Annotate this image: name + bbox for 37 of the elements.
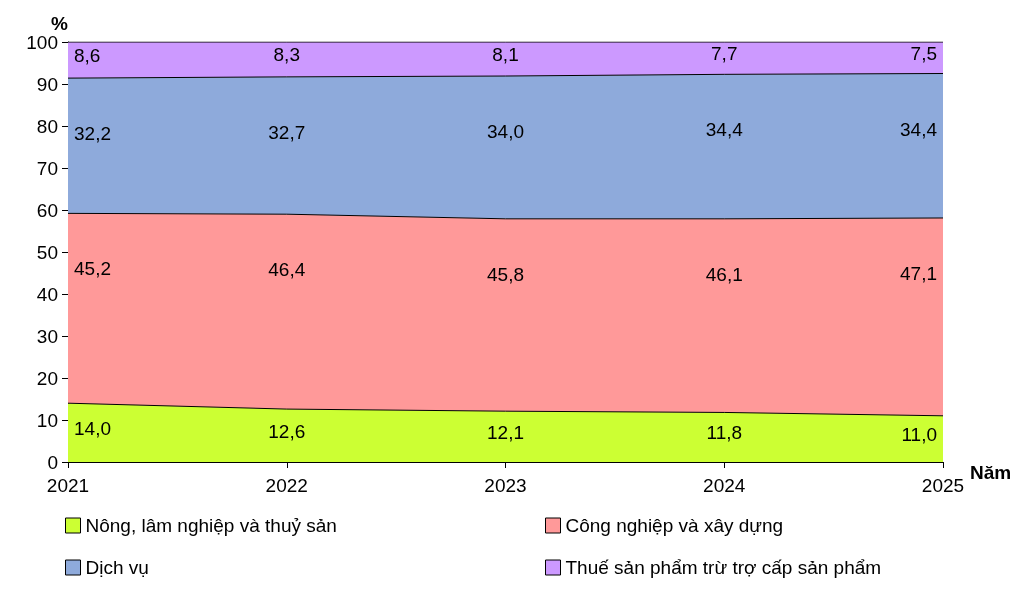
x-tick-label: 2025 xyxy=(921,475,965,496)
data-label: 34,4 xyxy=(900,118,938,140)
y-tick-label: 10 xyxy=(36,409,58,431)
data-label: 45,2 xyxy=(74,258,111,280)
y-tick-label: 20 xyxy=(36,367,58,389)
data-label: 8,1 xyxy=(492,44,519,66)
data-label: 46,1 xyxy=(705,263,743,285)
y-tick-label: 60 xyxy=(36,199,58,221)
data-label: 32,7 xyxy=(268,121,306,143)
data-label: 32,2 xyxy=(74,123,111,145)
x-tick-label: 2022 xyxy=(265,475,308,496)
legend-label: Thuế sản phẩm trừ trợ cấp sản phẩm xyxy=(565,557,882,578)
data-label: 47,1 xyxy=(900,262,937,284)
y-tick-label: 40 xyxy=(36,283,58,305)
y-axis-title: % xyxy=(51,12,69,34)
legend-label: Nông, lâm nghiệp và thuỷ sản xyxy=(85,515,337,536)
data-label: 45,8 xyxy=(487,263,524,285)
x-tick-label: 2023 xyxy=(484,475,527,496)
y-tick-label: 100 xyxy=(26,31,58,53)
data-label: 46,4 xyxy=(268,259,306,281)
y-tick-label: 80 xyxy=(36,115,58,137)
data-label: 8,3 xyxy=(273,44,300,66)
x-axis-title: Năm xyxy=(970,461,1012,483)
x-tick-label: 2021 xyxy=(46,475,90,496)
x-tick-label: 2024 xyxy=(703,475,746,496)
y-tick-label: 30 xyxy=(36,325,58,347)
data-label: 34,4 xyxy=(705,119,744,141)
data-label: 7,5 xyxy=(910,42,937,64)
data-label: 8,6 xyxy=(74,45,101,67)
y-tick-label: 70 xyxy=(36,157,58,179)
data-label: 7,7 xyxy=(711,43,738,65)
legend-label: Dịch vụ xyxy=(85,557,149,578)
y-tick-label: 90 xyxy=(36,73,58,95)
y-tick-label: 50 xyxy=(36,241,58,263)
y-tick-label: 0 xyxy=(47,451,58,473)
legend-label: Công nghiệp và xây dựng xyxy=(565,515,784,536)
data-label: 34,0 xyxy=(487,121,524,143)
